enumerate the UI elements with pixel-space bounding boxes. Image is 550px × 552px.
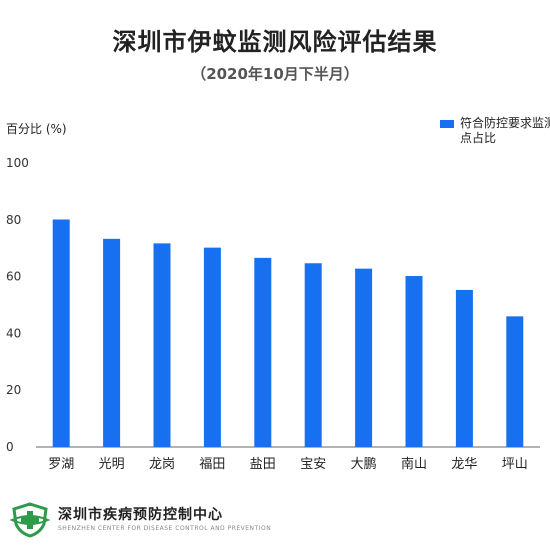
bar-8 xyxy=(455,289,473,447)
bar-2 xyxy=(153,243,171,447)
x-tick-label: 罗湖 xyxy=(48,457,74,472)
organization-text: 深圳市疾病预防控制中心 SHENZHEN CENTER FOR DISEASE … xyxy=(58,507,271,533)
cdc-shield-logo-icon xyxy=(9,502,51,538)
x-tick-label: 坪山 xyxy=(502,457,528,472)
x-tick-label: 盐田 xyxy=(250,457,276,472)
x-tick-label: 大鹏 xyxy=(351,457,377,472)
y-tick-label: 100 xyxy=(6,156,29,170)
x-tick-label: 光明 xyxy=(99,457,125,472)
organization-name: 深圳市疾病预防控制中心 xyxy=(58,507,223,523)
y-tick-label: 40 xyxy=(6,326,21,340)
bar-9 xyxy=(506,316,524,447)
chart-title: 深圳市伊蚊监测风险评估结果 xyxy=(112,28,438,56)
y-axis-label: 百分比 (%) xyxy=(6,122,67,136)
x-tick-label: 南山 xyxy=(401,456,427,472)
y-tick-label: 60 xyxy=(6,270,21,284)
bar-4 xyxy=(254,257,272,447)
x-tick-label: 宝安 xyxy=(300,457,326,472)
legend-swatch xyxy=(440,120,454,128)
chart-subtitle: （2020年10月下半月） xyxy=(191,65,359,83)
bar-7 xyxy=(405,276,423,447)
x-tick-label: 龙岗 xyxy=(149,457,175,472)
bar-0 xyxy=(52,219,70,447)
organization-name-en: SHENZHEN CENTER FOR DISEASE CONTROL AND … xyxy=(58,525,272,532)
y-tick-label: 0 xyxy=(6,440,14,454)
bar-5 xyxy=(304,263,322,447)
x-tick-label: 龙华 xyxy=(451,457,477,472)
y-tick-label: 80 xyxy=(6,213,21,227)
bar-6 xyxy=(355,268,373,447)
legend: 符合防控要求监测点占比 xyxy=(440,116,550,146)
bar-1 xyxy=(103,238,121,447)
x-tick-label: 福田 xyxy=(199,457,225,472)
footer-branding: 深圳市疾病预防控制中心 SHENZHEN CENTER FOR DISEASE … xyxy=(8,502,271,538)
bar-3 xyxy=(203,247,221,447)
y-tick-label: 20 xyxy=(6,383,21,397)
legend-label: 符合防控要求监测点占比 xyxy=(460,116,550,145)
